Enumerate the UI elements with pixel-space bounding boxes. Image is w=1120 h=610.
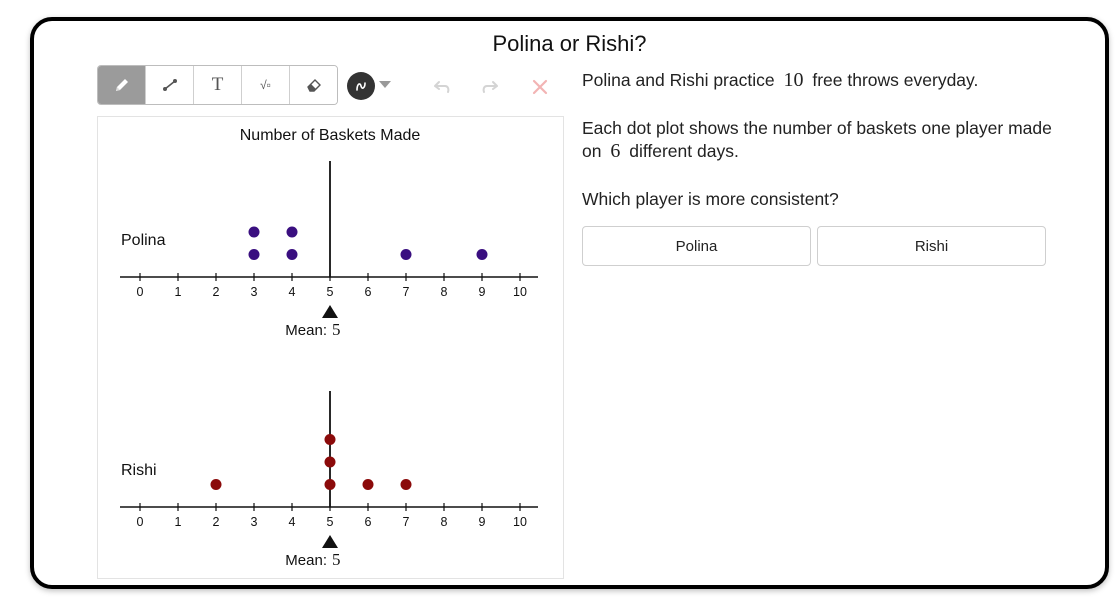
tick-label: 9 (479, 285, 486, 299)
data-point-rishi (324, 456, 336, 468)
tick-label: 3 (251, 285, 258, 299)
math-tool-button[interactable]: √▫ (242, 66, 290, 104)
series-label-polina: Polina (121, 232, 166, 249)
close-icon (532, 79, 548, 95)
tick-label: 10 (513, 285, 527, 299)
data-point-rishi (324, 434, 336, 445)
mean-label-polina: Mean: (285, 322, 327, 339)
series-label-rishi: Rishi (121, 462, 157, 479)
text-tool-button[interactable]: T (194, 66, 242, 104)
undo-icon (434, 81, 450, 93)
tick-label: 8 (441, 285, 448, 299)
mean-marker-rishi (322, 535, 338, 548)
eraser-tool-button[interactable] (290, 66, 337, 104)
question-paragraph-1: Polina and Rishi practice 10 free throws… (582, 69, 1052, 92)
tick-label: 0 (137, 285, 144, 299)
data-point-polina (476, 249, 488, 260)
pencil-icon (115, 79, 128, 91)
mean-marker-polina (322, 305, 338, 318)
tick-label: 7 (403, 285, 410, 299)
data-point-rishi (400, 479, 412, 490)
tick-label: 2 (213, 285, 220, 299)
chart-title: Number of Baskets Made (240, 127, 421, 144)
choice-rishi-button[interactable]: Rishi (817, 226, 1046, 266)
redo-icon (482, 81, 498, 93)
chevron-down-icon[interactable] (379, 81, 391, 88)
tick-label: 8 (441, 515, 448, 529)
tick-label: 5 (327, 515, 334, 529)
tick-label: 5 (327, 285, 334, 299)
page-title: Polina or Rishi? (492, 31, 647, 56)
tick-label: 4 (289, 515, 296, 529)
pencil-tool-button[interactable] (98, 66, 146, 104)
mean-value-rishi: 5 (332, 550, 341, 569)
tick-label: 1 (175, 515, 182, 529)
question-text: Polina and Rishi practice (582, 70, 775, 90)
tick-label: 3 (251, 515, 258, 529)
day-count: 6 (610, 140, 621, 162)
question-prompt: Which player is more consistent? (582, 189, 839, 209)
data-point-polina (286, 249, 298, 260)
data-point-rishi (210, 479, 222, 490)
mean-label-rishi: Mean: (285, 552, 327, 569)
mean-value-polina: 5 (332, 320, 341, 339)
data-point-polina (286, 226, 298, 238)
tick-label: 9 (479, 515, 486, 529)
sketch-toolbar: T √▫ (97, 65, 338, 105)
tick-label: 2 (213, 515, 220, 529)
tick-label: 4 (289, 285, 296, 299)
color-picker-button[interactable] (347, 72, 375, 100)
math-icon: √▫ (260, 78, 271, 92)
free-throw-count: 10 (783, 69, 804, 91)
tick-label: 6 (365, 515, 372, 529)
choice-polina-button[interactable]: Polina (582, 226, 811, 266)
data-point-polina (248, 226, 260, 238)
tick-label: 10 (513, 515, 527, 529)
tick-label: 0 (137, 515, 144, 529)
undo-button[interactable] (431, 76, 453, 98)
question-text: free throws everyday. (812, 70, 979, 90)
tick-label: 6 (365, 285, 372, 299)
question-panel: Polina and Rishi practice 10 free throws… (582, 69, 1052, 266)
dot-plot-card: Number of Baskets Made Polina 0 1 2 3 4 5 6 7 8 9 10… (97, 116, 564, 579)
data-point-polina (400, 249, 412, 260)
text-icon: T (211, 74, 224, 95)
question-text: Each dot plot shows the number of basket… (582, 118, 1052, 161)
question-text: different days. (629, 141, 739, 161)
answer-choices: Polina Rishi (582, 226, 1052, 266)
data-point-rishi (324, 479, 336, 490)
line-tool-button[interactable] (146, 66, 194, 104)
line-icon (162, 79, 177, 91)
data-point-rishi (362, 479, 374, 490)
data-point-polina (248, 249, 260, 260)
tick-label: 7 (403, 515, 410, 529)
clear-button[interactable] (529, 76, 551, 98)
tick-label: 1 (175, 285, 182, 299)
activity-frame: Polina or Rishi? T √▫ (30, 17, 1109, 589)
squiggle-icon (356, 82, 366, 91)
redo-button[interactable] (479, 76, 501, 98)
eraser-icon (306, 79, 321, 92)
question-paragraph-2: Each dot plot shows the number of basket… (582, 117, 1052, 163)
